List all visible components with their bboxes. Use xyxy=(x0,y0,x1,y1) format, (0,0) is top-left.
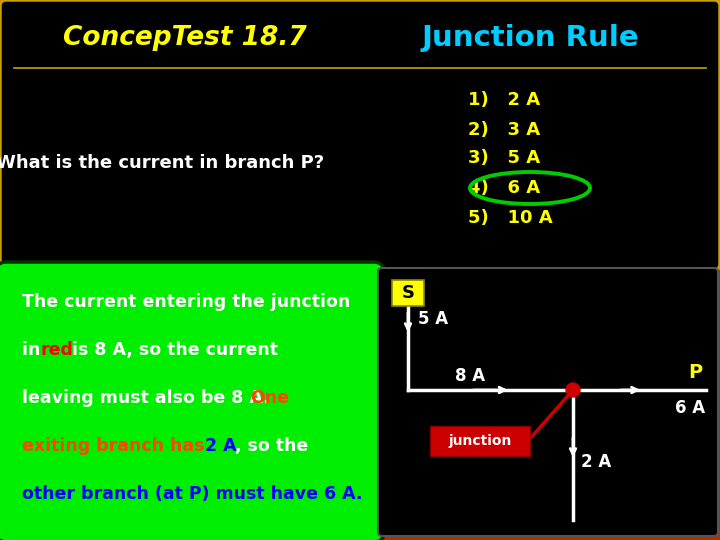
Text: 2 A: 2 A xyxy=(581,453,611,471)
Text: is 8 A, so the current: is 8 A, so the current xyxy=(66,341,278,359)
Text: 1)   2 A: 1) 2 A xyxy=(468,91,540,109)
Text: 3)   5 A: 3) 5 A xyxy=(468,149,540,167)
Text: S: S xyxy=(402,284,415,302)
Text: 6 A: 6 A xyxy=(675,399,705,417)
FancyBboxPatch shape xyxy=(392,280,424,306)
Text: One: One xyxy=(250,389,289,407)
Text: 2 A: 2 A xyxy=(205,437,237,455)
FancyBboxPatch shape xyxy=(430,426,530,456)
Text: The current entering the junction: The current entering the junction xyxy=(22,293,350,311)
Circle shape xyxy=(566,383,580,397)
Text: , so the: , so the xyxy=(235,437,308,455)
FancyBboxPatch shape xyxy=(0,0,720,270)
Text: 5)   10 A: 5) 10 A xyxy=(468,209,553,227)
Text: red: red xyxy=(40,341,73,359)
Text: 4)   6 A: 4) 6 A xyxy=(468,179,540,197)
FancyBboxPatch shape xyxy=(378,268,718,536)
Text: junction: junction xyxy=(449,434,512,448)
Text: What is the current in branch P?: What is the current in branch P? xyxy=(0,154,324,172)
Text: other branch (at P) must have 6 A.: other branch (at P) must have 6 A. xyxy=(22,485,362,503)
FancyBboxPatch shape xyxy=(0,262,384,540)
Text: leaving must also be 8 A.: leaving must also be 8 A. xyxy=(22,389,282,407)
Text: exiting branch has: exiting branch has xyxy=(22,437,210,455)
Text: 8 A: 8 A xyxy=(455,367,485,385)
Text: in: in xyxy=(22,341,46,359)
Text: P: P xyxy=(688,362,702,381)
Text: 5 A: 5 A xyxy=(418,310,448,328)
Text: 2)   3 A: 2) 3 A xyxy=(468,121,540,139)
Text: ConcepTest 18.7: ConcepTest 18.7 xyxy=(63,25,307,51)
Text: Junction Rule: Junction Rule xyxy=(421,24,639,52)
